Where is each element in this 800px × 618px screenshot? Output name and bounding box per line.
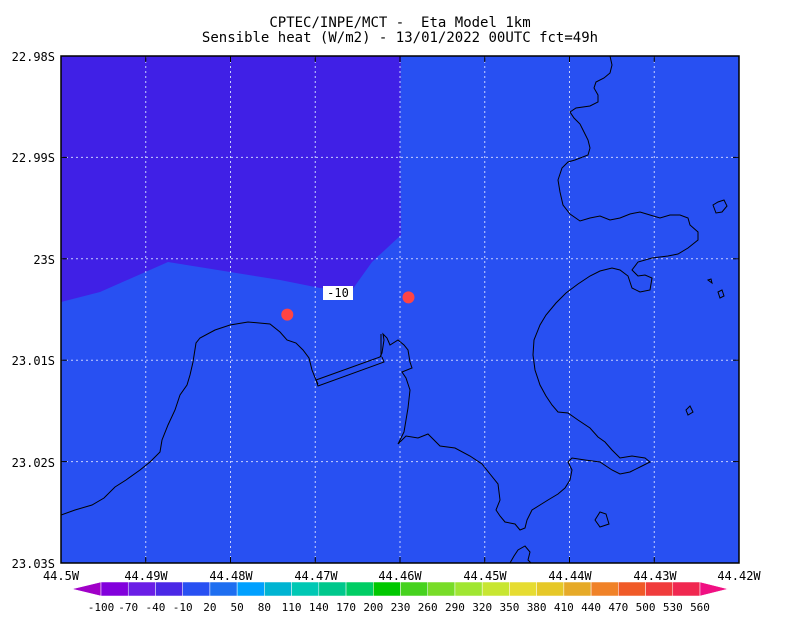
x-tick-label: 44.49W <box>124 569 168 583</box>
colorbar-label: 350 <box>499 601 519 614</box>
y-tick-label: 22.99S <box>12 151 55 165</box>
colorbar-label: 110 <box>282 601 302 614</box>
axis-ticks <box>60 55 740 564</box>
station-marker <box>281 308 294 321</box>
colorbar-swatch <box>291 581 320 597</box>
colorbar-label: 170 <box>336 601 356 614</box>
x-tick-label: 44.46W <box>378 569 422 583</box>
station-marker <box>402 291 415 304</box>
colorbar-label: 560 <box>690 601 710 614</box>
chart-title-line1: CPTEC/INPE/MCT - Eta Model 1km <box>269 15 531 31</box>
colorbar-swatch <box>155 581 183 597</box>
colorbar-swatch <box>509 581 537 597</box>
colorbar-swatch <box>100 581 129 597</box>
colorbar-swatch <box>481 581 510 597</box>
colorbar-swatch <box>182 581 211 597</box>
colorbar-label: 140 <box>309 601 329 614</box>
colorbar-label: 20 <box>203 601 216 614</box>
colorbar-swatch <box>127 581 156 597</box>
colorbar-label: 290 <box>445 601 465 614</box>
x-tick-label: 44.42W <box>717 569 761 583</box>
colorbar-label: 530 <box>663 601 683 614</box>
colorbar-label: 230 <box>391 601 411 614</box>
colorbar-swatch <box>400 581 428 597</box>
colorbar-swatch <box>345 581 374 597</box>
colorbar-arrow-right <box>699 581 729 597</box>
x-tick-label: 44.5W <box>43 569 80 583</box>
y-tick-label: 23.01S <box>12 354 55 368</box>
x-tick-label: 44.43W <box>633 569 677 583</box>
y-axis-labels: 22.98S 22.99S 23S 23.01S 23.02S 23.03S <box>12 50 55 571</box>
colorbar-label: 80 <box>258 601 271 614</box>
x-tick-label: 44.45W <box>463 569 507 583</box>
colorbar-swatch <box>236 581 265 597</box>
coastline <box>61 56 728 563</box>
colorbar-arrow-left <box>71 581 102 597</box>
colorbar-label: 470 <box>608 601 628 614</box>
contour-label: -10 <box>327 286 349 300</box>
colorbar-labels: -100 -70 -40 -10 20 50 80 110 140 170 200 230 260 290… <box>88 601 710 614</box>
colorbar-swatch <box>536 581 565 597</box>
colorbar-label: 200 <box>363 601 383 614</box>
colorbar-swatch <box>454 581 483 597</box>
colorbar-label: 410 <box>554 601 574 614</box>
colorbar-label: 260 <box>418 601 438 614</box>
y-tick-label: 23.03S <box>12 557 55 571</box>
colorbar-swatch <box>373 581 401 597</box>
colorbar <box>71 581 729 597</box>
colorbar-swatch <box>563 581 592 597</box>
colorbar-swatch <box>645 581 674 597</box>
colorbar-label: 500 <box>636 601 656 614</box>
x-axis-labels: 44.5W 44.49W 44.48W 44.47W 44.46W 44.45W… <box>43 569 762 583</box>
colorbar-label: -40 <box>146 601 166 614</box>
colorbar-label: 320 <box>472 601 492 614</box>
colorbar-swatch <box>427 581 456 597</box>
y-tick-label: 23S <box>33 253 55 267</box>
x-tick-label: 44.44W <box>548 569 592 583</box>
colorbar-label: 50 <box>231 601 244 614</box>
colorbar-swatch <box>318 581 347 597</box>
x-tick-label: 44.47W <box>294 569 338 583</box>
x-tick-label: 44.48W <box>209 569 253 583</box>
map-grid <box>61 56 739 563</box>
contour-label-box <box>323 286 353 300</box>
chart-title-line2: Sensible heat (W/m2) - 13/01/2022 00UTC … <box>201 30 599 46</box>
colorbar-swatch <box>672 581 701 597</box>
colorbar-label: -10 <box>173 601 193 614</box>
y-tick-label: 22.98S <box>12 50 55 64</box>
colorbar-swatch <box>618 581 646 597</box>
y-tick-label: 23.02S <box>12 456 55 470</box>
colorbar-swatch <box>264 581 292 597</box>
colorbar-swatch <box>590 581 619 597</box>
colorbar-label: 440 <box>581 601 601 614</box>
colorbar-label: -70 <box>118 601 138 614</box>
colorbar-swatch <box>209 581 238 597</box>
colorbar-label: -100 <box>88 601 115 614</box>
colorbar-label: 380 <box>527 601 547 614</box>
